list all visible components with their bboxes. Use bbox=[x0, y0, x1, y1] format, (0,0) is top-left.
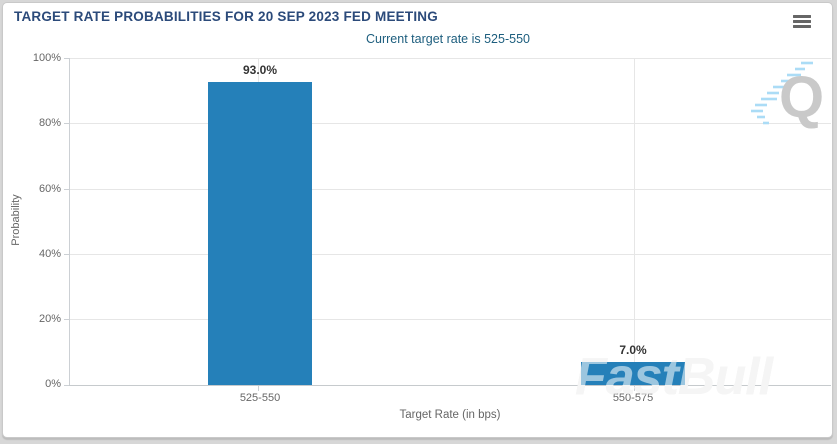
y-axis-tick bbox=[64, 58, 69, 59]
y-axis-line bbox=[69, 58, 70, 386]
data-label-550-575: 7.0% bbox=[619, 343, 647, 357]
y-axis-tick bbox=[64, 123, 69, 124]
y-axis-tick bbox=[64, 189, 69, 190]
y-tick-label: 40% bbox=[38, 248, 61, 260]
x-tick-label-525-550: 525-550 bbox=[239, 392, 281, 404]
hamburger-menu-icon bbox=[793, 15, 811, 18]
chart-card: TARGET RATE PROBABILITIES FOR 20 SEP 202… bbox=[2, 2, 833, 438]
x-axis-tick bbox=[634, 386, 635, 391]
y-axis-tick bbox=[64, 254, 69, 255]
bar-550-575[interactable] bbox=[581, 362, 685, 385]
gridline bbox=[634, 58, 635, 385]
chart-subtitle: Current target rate is 525-550 bbox=[366, 32, 530, 46]
x-axis-title: Target Rate (in bps) bbox=[399, 409, 501, 421]
y-axis-tick bbox=[64, 385, 69, 386]
y-tick-label: 0% bbox=[45, 378, 61, 390]
gridline bbox=[69, 123, 831, 124]
bar-525-550[interactable] bbox=[208, 82, 312, 385]
y-axis-tick bbox=[64, 319, 69, 320]
fastbull-watermark: FastBull bbox=[575, 348, 773, 406]
data-label-525-550: 93.0% bbox=[242, 63, 278, 77]
q-logo-watermark-icon: Q bbox=[745, 57, 833, 146]
y-tick-label: 20% bbox=[38, 313, 61, 325]
gridline bbox=[69, 319, 831, 320]
x-axis-line bbox=[69, 385, 831, 386]
hamburger-menu-icon bbox=[793, 25, 811, 28]
svg-text:Q: Q bbox=[779, 65, 824, 130]
x-tick-label-550-575: 550-575 bbox=[612, 392, 654, 404]
y-tick-label: 60% bbox=[38, 183, 61, 195]
x-axis-tick bbox=[258, 386, 259, 391]
chart-title: TARGET RATE PROBABILITIES FOR 20 SEP 202… bbox=[14, 9, 438, 24]
gridline bbox=[69, 189, 831, 190]
y-tick-label: 80% bbox=[38, 117, 61, 129]
y-axis-title: Probability bbox=[10, 194, 22, 246]
y-tick-label: 100% bbox=[32, 52, 61, 64]
gridline bbox=[69, 254, 831, 255]
chart-context-menu-button[interactable] bbox=[793, 15, 811, 29]
hamburger-menu-icon bbox=[793, 20, 811, 23]
gridline bbox=[69, 58, 831, 59]
